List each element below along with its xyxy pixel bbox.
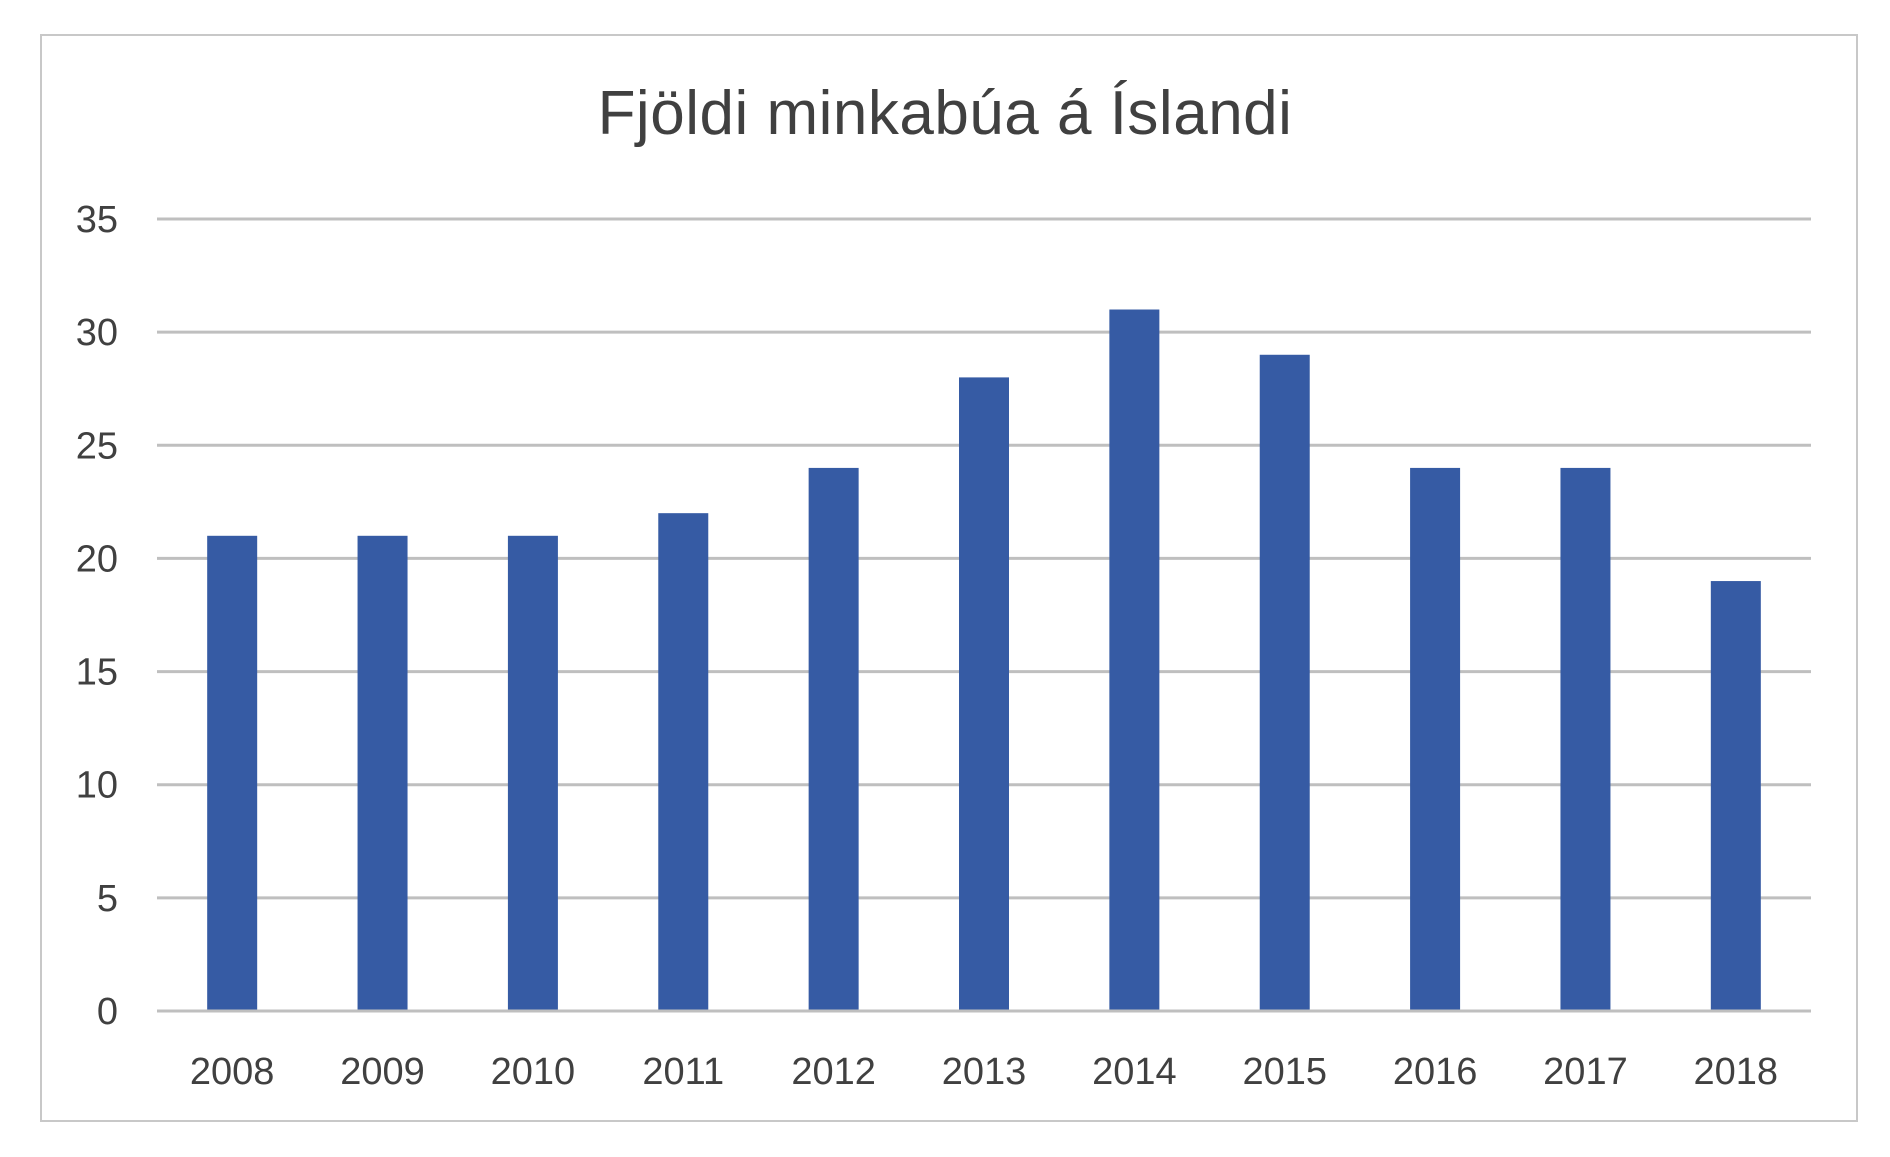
x-tick-label: 2012 [791, 1051, 876, 1093]
bar-2017 [1560, 467, 1611, 1011]
bar-2009 [357, 535, 408, 1011]
bar-2015 [1259, 354, 1310, 1011]
x-tick-label: 2011 [642, 1051, 724, 1093]
bar-2018 [1710, 581, 1761, 1011]
chart-frame [40, 34, 1858, 1122]
x-tick-label: 2013 [942, 1051, 1027, 1093]
y-tick-label: 15 [76, 652, 118, 694]
y-tick-label: 20 [76, 538, 118, 580]
bar-2013 [959, 377, 1009, 1011]
bar-2011 [658, 513, 709, 1011]
x-tick-label: 2014 [1092, 1051, 1177, 1093]
y-tick-label: 5 [97, 878, 118, 920]
x-tick-label: 2015 [1242, 1051, 1327, 1093]
y-tick-label: 25 [76, 425, 118, 467]
x-tick-label: 2017 [1543, 1051, 1628, 1093]
bar-2014 [1109, 309, 1160, 1011]
bar-2010 [507, 535, 558, 1011]
x-tick-label: 2018 [1694, 1051, 1779, 1093]
bar-2008 [207, 535, 258, 1011]
y-tick-label: 10 [76, 765, 118, 807]
y-tick-label: 0 [97, 991, 118, 1033]
y-tick-label: 35 [76, 199, 118, 241]
bars [207, 309, 1761, 1011]
chart-title: Fjöldi minkabúa á Íslandi [597, 79, 1293, 148]
x-tick-label: 2016 [1393, 1051, 1478, 1093]
x-tick-label: 2010 [491, 1051, 576, 1093]
bar-2016 [1410, 467, 1461, 1011]
x-tick-label: 2009 [340, 1051, 425, 1093]
x-tick-label: 2008 [190, 1051, 275, 1093]
bar-2012 [808, 467, 859, 1011]
y-tick-label: 30 [76, 312, 118, 354]
tick-labels: 0 5 10 15 20 25 30 35 2008 2009 2010 2011 2012 2013 20… [76, 199, 1778, 1093]
